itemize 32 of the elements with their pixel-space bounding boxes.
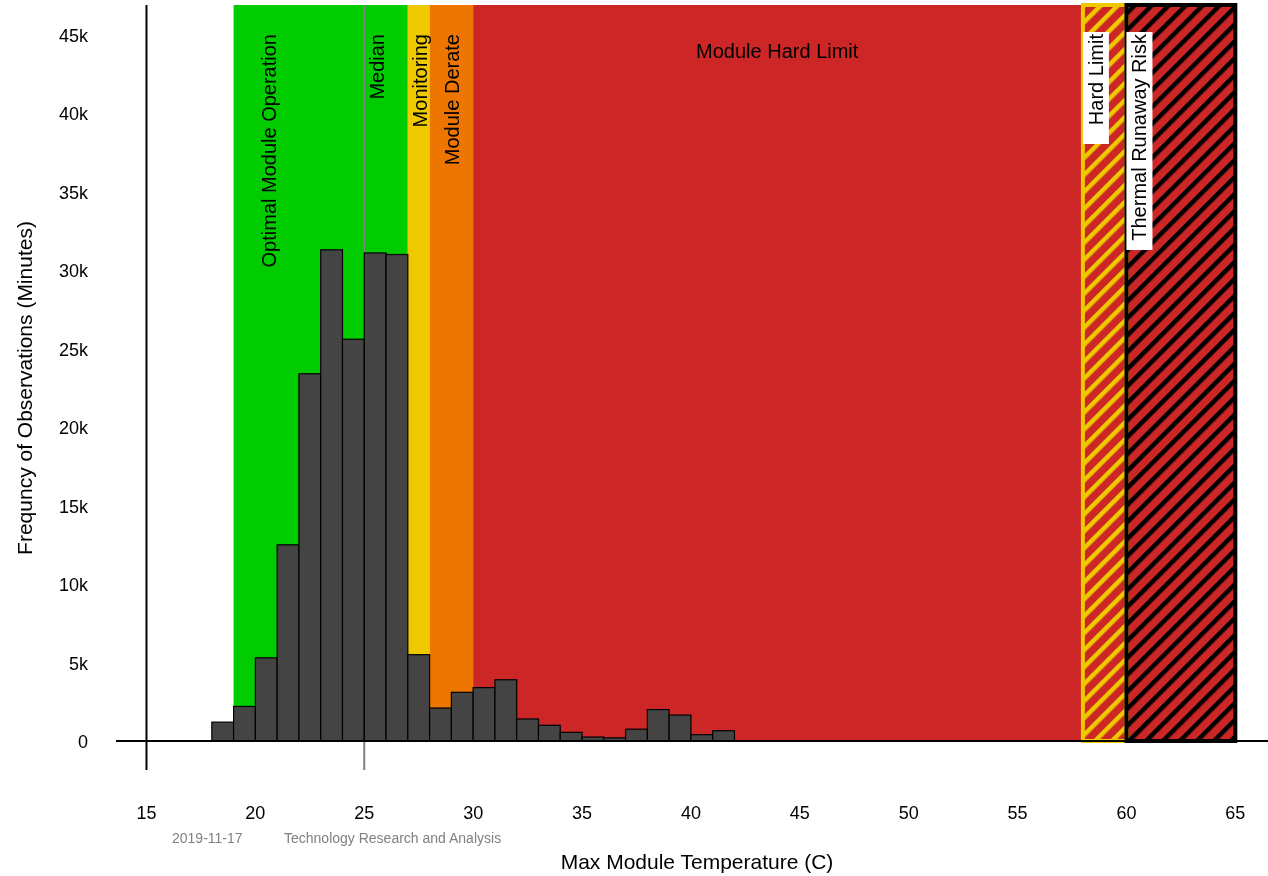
y-tick-label: 25k [58, 339, 89, 360]
band-label: Module Hard Limit [696, 40, 859, 62]
y-tick-label: 45k [58, 25, 89, 46]
x-tick-label: 30 [463, 803, 484, 823]
band-label: Module Derate [441, 34, 464, 166]
text: Technology Research and Analysis [284, 830, 502, 846]
y-tick-label: 0 [77, 731, 88, 752]
x-tick-label: 45 [789, 803, 810, 823]
band-label: Monitoring [408, 34, 431, 128]
y-tick-label: 20k [58, 418, 89, 439]
x-axis-title: Max Module Temperature (C) [560, 850, 834, 873]
x-tick-label: 20 [245, 803, 266, 823]
x-tick-label: 15 [136, 803, 157, 823]
ref-line-label: Median [366, 34, 389, 100]
band-label: Thermal Runaway Risk [1128, 33, 1151, 241]
y-tick-label: 5k [68, 653, 89, 674]
x-tick-label: 50 [898, 803, 919, 823]
y-axis-title: Frequncy of Observations (Minutes) [13, 221, 36, 555]
band-label: Hard Limit [1084, 33, 1107, 126]
band-label: Optimal Module Operation [257, 34, 280, 268]
x-tick-label: 55 [1007, 803, 1028, 823]
x-tick-label: 65 [1225, 803, 1246, 823]
y-tick-label: 15k [58, 496, 89, 517]
x-tick-label: 40 [680, 803, 701, 823]
x-tick-label: 25 [354, 803, 375, 823]
y-tick-label: 10k [58, 575, 89, 596]
x-tick-label: 35 [572, 803, 593, 823]
y-tick-label: 40k [58, 104, 89, 125]
text: 2019-11-17 [172, 830, 243, 846]
x-tick-label: 60 [1116, 803, 1137, 823]
y-tick-label: 35k [58, 182, 89, 203]
y-tick-label: 30k [58, 261, 89, 282]
